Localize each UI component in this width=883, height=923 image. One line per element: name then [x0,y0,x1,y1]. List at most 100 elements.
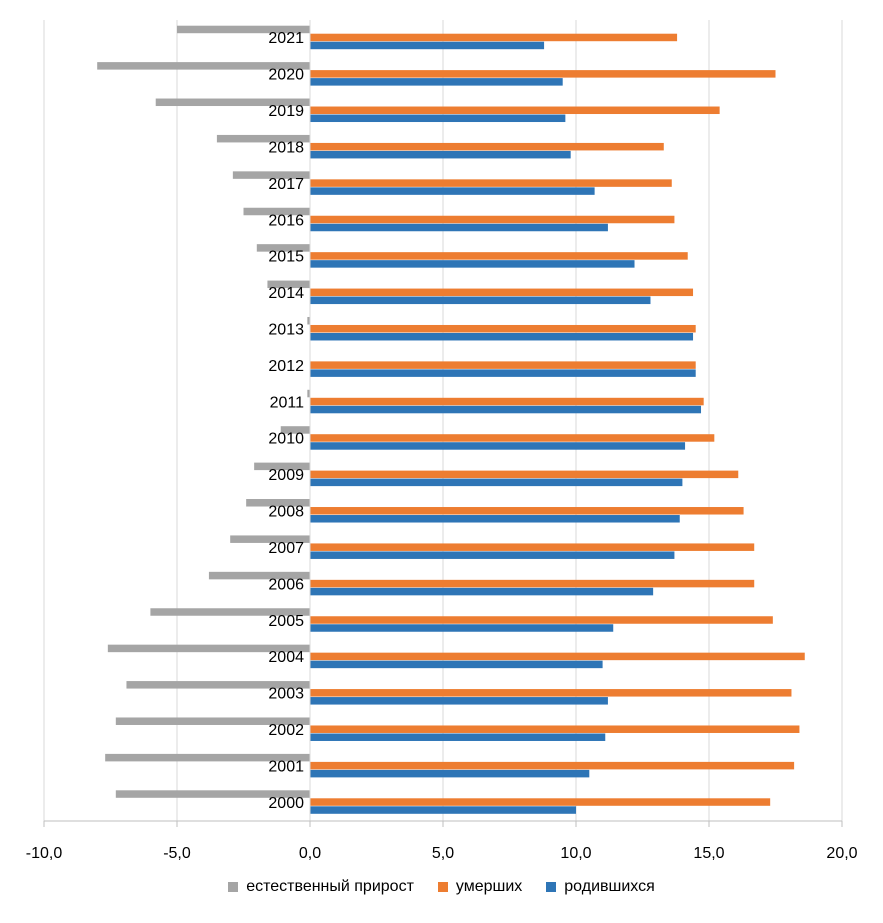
bar-deaths-2012 [310,361,696,369]
bar-births-2005 [310,624,614,632]
bar-births-2014 [310,296,651,305]
bar-natural-growth-2009 [254,462,310,471]
category-label: 2004 [268,649,304,666]
bar-natural-growth-2004 [107,644,310,653]
bar-births-2018 [310,150,571,159]
x-tick-label: -10,0 [26,845,63,862]
category-label: 2006 [268,576,304,593]
bar-natural-growth-2001 [105,753,311,762]
bar-births-2009 [310,478,683,487]
x-tick-label: 15,0 [693,845,724,862]
bar-births-2003 [310,697,608,705]
bar-births-2007 [310,551,675,559]
bar-natural-growth-2003 [126,681,311,689]
bar-births-2021 [310,41,545,50]
legend-swatch-births [546,882,557,892]
bar-deaths-2017 [310,179,672,187]
bar-deaths-2007 [310,543,755,551]
legend-label-births: родившихся [564,878,655,895]
x-tick-label: 0,0 [299,845,321,862]
bar-deaths-2004 [310,652,805,661]
bar-deaths-2020 [310,70,776,78]
bar-deaths-2008 [310,507,744,515]
bar-births-2011 [310,405,702,414]
bar-deaths-2009 [310,470,739,479]
legend-item-deaths: умерших [437,878,523,896]
bar-births-2020 [310,78,563,86]
bar-births-2002 [310,733,606,741]
category-label: 2021 [268,30,304,47]
category-label: 2019 [268,103,304,120]
bar-births-2017 [310,187,595,195]
bar-natural-growth-2015 [256,244,310,252]
bar-births-2015 [310,260,635,268]
category-label: 2002 [268,722,304,739]
category-label: 2009 [268,467,304,484]
bar-natural-growth-2021 [177,25,310,34]
bar-natural-growth-2019 [155,98,310,107]
category-label: 2005 [268,613,304,630]
bar-births-2008 [310,515,680,523]
legend: естественный прирост умерших родившихся [0,878,883,896]
bar-deaths-2000 [310,798,771,806]
category-label: 2000 [268,795,304,812]
bar-natural-growth-2016 [243,207,310,216]
bar-natural-growth-2008 [246,499,310,507]
x-tick-label: 10,0 [560,845,591,862]
legend-swatch-deaths [437,882,448,892]
legend-label-deaths: умерших [455,878,523,895]
legend-label-natural-growth: естественный прирост [246,878,414,895]
category-label: 2015 [268,249,304,266]
category-label: 2010 [268,431,304,448]
bar-deaths-2005 [310,616,773,624]
category-label: 2007 [268,540,304,557]
bar-natural-growth-2013 [307,316,310,325]
category-label: 2018 [268,139,304,156]
legend-swatch-natural-growth [228,882,239,892]
category-label: 2003 [268,686,304,703]
bar-births-2016 [310,223,608,232]
x-tick-label: 20,0 [826,845,857,862]
bar-deaths-2006 [310,579,755,588]
category-label: 2013 [268,321,304,338]
bar-deaths-2001 [310,761,795,770]
bar-natural-growth-2020 [97,62,310,70]
bar-natural-growth-2010 [280,426,310,434]
bar-natural-growth-2018 [216,134,310,143]
bar-births-2010 [310,442,686,450]
category-label: 2011 [270,394,305,411]
bar-births-2012 [310,369,696,377]
bar-natural-growth-2014 [267,280,310,289]
category-label: 2012 [268,358,304,375]
category-label: 2016 [268,212,304,229]
category-label: 2008 [268,504,304,521]
bar-natural-growth-2006 [208,571,310,580]
category-label: 2017 [268,176,304,193]
bar-deaths-2003 [310,689,792,697]
bar-births-2019 [310,114,566,123]
bar-births-2004 [310,660,603,669]
category-label: 2001 [268,758,304,775]
bar-births-2001 [310,769,590,778]
bar-deaths-2011 [310,397,704,406]
category-label: 2014 [268,285,304,302]
bar-deaths-2014 [310,288,694,297]
bar-births-2006 [310,587,654,596]
bar-deaths-2021 [310,33,678,42]
bar-natural-growth-2011 [307,389,310,398]
bar-deaths-2015 [310,252,688,260]
bar-deaths-2002 [310,725,800,733]
x-tick-label: -5,0 [163,845,191,862]
bar-deaths-2010 [310,434,715,442]
bar-births-2013 [310,332,694,341]
legend-item-natural-growth: естественный прирост [228,878,414,896]
bar-natural-growth-2000 [115,790,310,798]
category-label: 2020 [268,67,304,84]
bar-deaths-2018 [310,142,664,151]
bar-deaths-2019 [310,106,720,115]
bar-births-2000 [310,806,576,814]
bar-deaths-2013 [310,324,696,333]
bar-deaths-2016 [310,215,675,224]
bar-natural-growth-2017 [232,171,310,179]
bar-natural-growth-2005 [150,608,310,616]
